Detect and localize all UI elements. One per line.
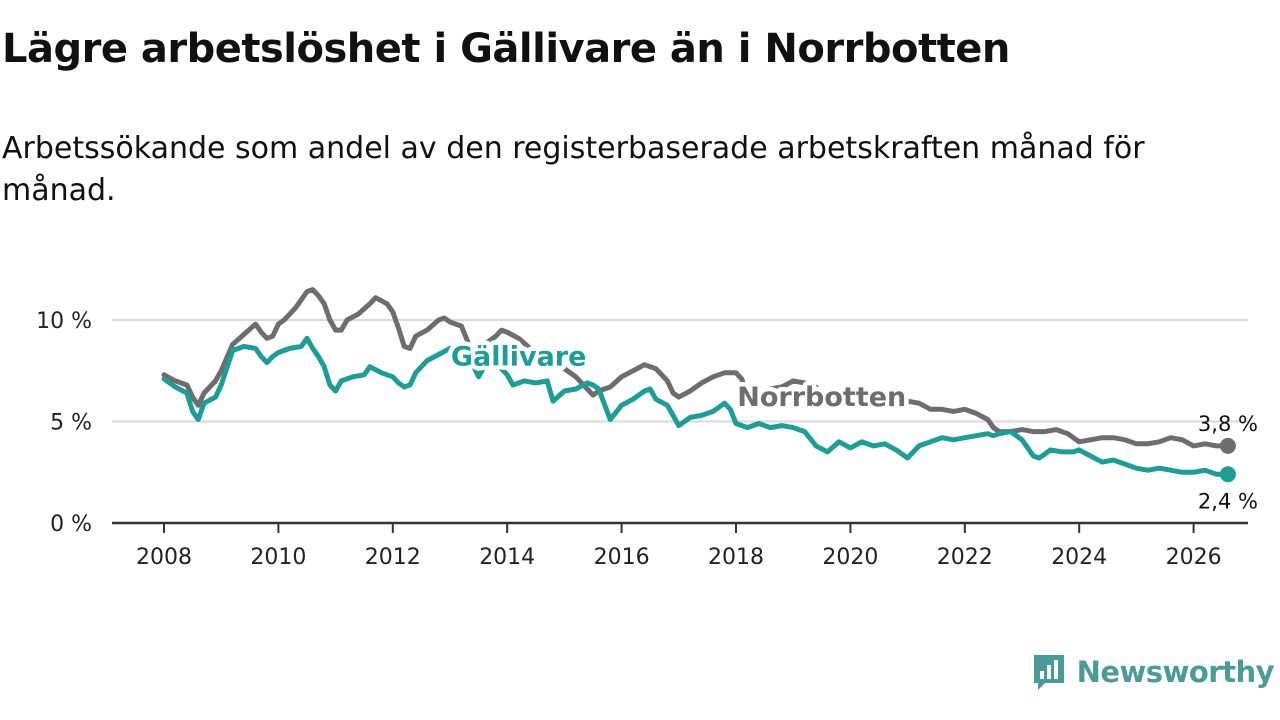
series-label-halo: Norrbotten xyxy=(737,382,906,413)
x-tick-label: 2022 xyxy=(937,545,993,570)
gridlines xyxy=(112,319,1248,423)
x-tick-label: 2008 xyxy=(136,545,192,570)
end-marker-gallivare xyxy=(1219,466,1236,483)
x-tick-label: 2024 xyxy=(1051,545,1107,570)
newsworthy-logo-icon xyxy=(1033,655,1064,690)
y-tick-label: 5 % xyxy=(50,411,92,436)
end-marker-norrbotten xyxy=(1219,437,1236,454)
y-tick-label: 0 % xyxy=(50,512,92,537)
x-tick-label: 2020 xyxy=(822,545,878,570)
line-chart: 0 % 5 % 10 % 2008 2010 2012 2014 2016 2018 2020 20… xyxy=(36,287,1258,570)
series-line-gallivare xyxy=(161,335,1231,477)
y-tick-label: 10 % xyxy=(36,309,92,334)
brand: Newsworthy xyxy=(1031,652,1275,692)
x-tick-label: 2016 xyxy=(594,545,650,570)
series-label-norrbotten: Norrbotten xyxy=(737,382,906,413)
end-label-norrbotten: 3,8 % xyxy=(1198,412,1258,436)
chart-title: Lägre arbetslöshet i Gällivare än i Norr… xyxy=(2,26,1010,72)
x-tick-label: 2014 xyxy=(479,545,535,570)
chart-subtitle: Arbetssökande som andel av den registerb… xyxy=(2,131,1145,208)
series-lines xyxy=(161,287,1236,483)
axes: 0 % 5 % 10 % 2008 2010 2012 2014 2016 2018 2020 20… xyxy=(36,309,1248,570)
x-tick-label: 2026 xyxy=(1166,545,1222,570)
x-tick-label: 2018 xyxy=(708,545,764,570)
brand-name: Newsworthy xyxy=(1076,655,1275,689)
x-tick-label: 2010 xyxy=(250,545,306,570)
x-tick-label: 2012 xyxy=(365,545,421,570)
series-label-gallivare: Gällivare xyxy=(451,342,587,373)
labels: NorrbottenNorrbottenGällivareGällivare3,… xyxy=(446,337,1258,513)
series-label-halo: Gällivare xyxy=(451,342,587,373)
end-label-gallivare: 2,4 % xyxy=(1198,489,1258,513)
